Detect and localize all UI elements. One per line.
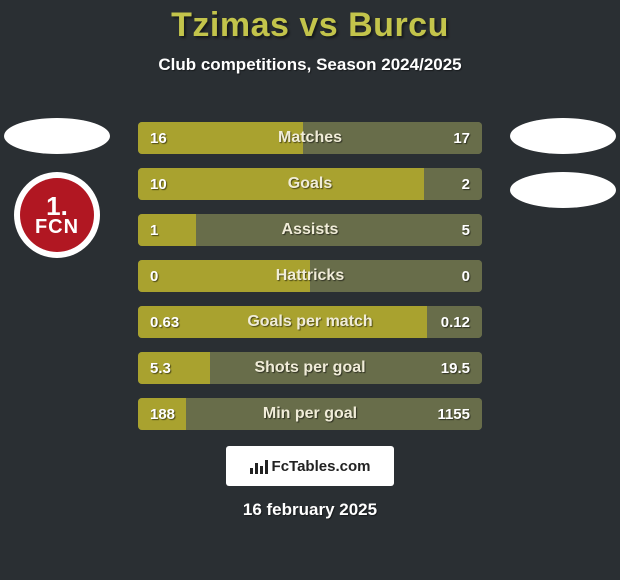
stat-value-left: 5.3 [150,360,171,377]
stat-value-right: 19.5 [441,360,470,377]
player-right-name: Burcu [348,6,449,44]
stat-value-left: 188 [150,406,175,423]
stat-value-right: 17 [453,130,470,147]
placeholder-badge-icon [510,118,616,154]
player-left-name: Tzimas [171,6,289,44]
stat-value-left: 0 [150,268,158,285]
stat-row: 1617Matches [138,122,482,154]
club-badge-icon: 1. FCN [14,172,100,258]
stat-value-right: 0.12 [441,314,470,331]
title-vs: vs [299,6,338,44]
stat-values: 00 [138,260,482,292]
stat-values: 15 [138,214,482,246]
stat-value-right: 0 [462,268,470,285]
stat-value-right: 5 [462,222,470,239]
placeholder-badge-icon [4,118,110,154]
club-badge-bottom: FCN [35,217,79,237]
stat-values: 10 2 [138,168,482,200]
right-badge-column [508,118,618,208]
stat-values: 5.3 19.5 [138,352,482,384]
stat-values: 188 1155 [138,398,482,430]
stat-values: 1617 [138,122,482,154]
bars-icon [250,458,268,474]
stat-value-left: 10 [150,176,167,193]
stat-row: 00Hattricks [138,260,482,292]
stat-value-left: 0.63 [150,314,179,331]
stat-row: 15Assists [138,214,482,246]
subtitle: Club competitions, Season 2024/2025 [0,55,620,75]
stat-value-left: 16 [150,130,167,147]
stats-rows: 1617Matches102Goals15Assists00Hattricks0… [138,122,482,444]
footer-date: 16 february 2025 [0,500,620,520]
stat-value-right: 2 [462,176,470,193]
stat-row: 1881155Min per goal [138,398,482,430]
stat-value-right: 1155 [437,406,470,423]
placeholder-badge-icon [510,172,616,208]
stat-value-left: 1 [150,222,158,239]
page-title: Tzimas vs Burcu [0,0,620,45]
stat-row: 5.319.5Shots per goal [138,352,482,384]
brand-text: FcTables.com [272,458,371,475]
stat-values: 0.63 0.12 [138,306,482,338]
stat-row: 0.630.12Goals per match [138,306,482,338]
stat-row: 102Goals [138,168,482,200]
left-badge-column: 1. FCN [2,118,112,258]
comparison-infographic: Tzimas vs Burcu Club competitions, Seaso… [0,0,620,580]
brand-footer: FcTables.com [226,446,394,486]
